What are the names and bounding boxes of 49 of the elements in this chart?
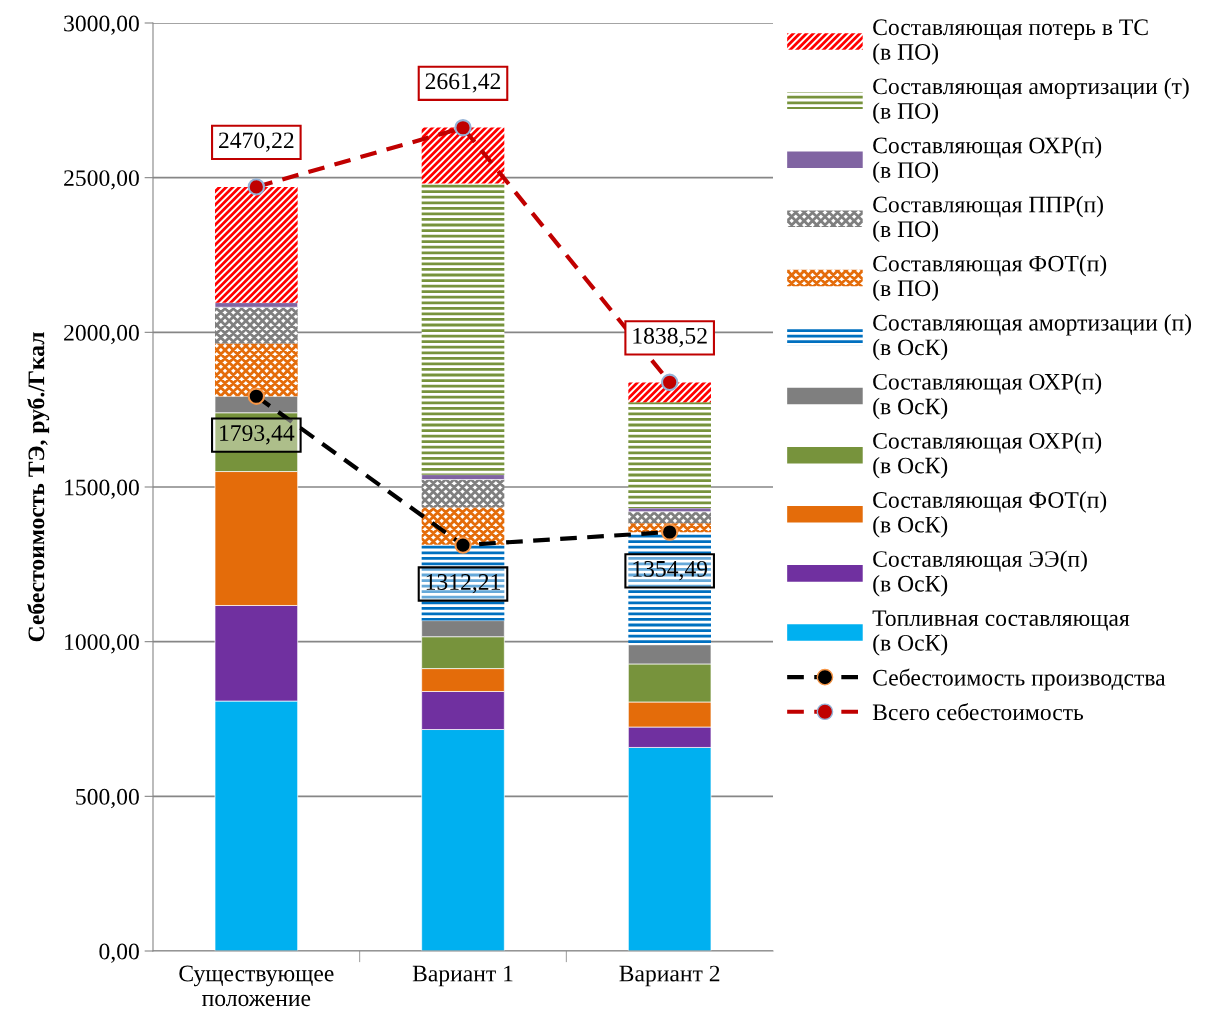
legend-label: Составляющая ФОТ(п) (в ПО) <box>873 254 1107 302</box>
x-tick-label: Вариант 1 <box>412 965 513 987</box>
legend-label: Составляющая ФОТ(п) (в ОсК) <box>873 491 1107 538</box>
bar <box>214 302 299 308</box>
y-tick-label: 3000,00 <box>64 15 139 35</box>
bar <box>421 479 505 508</box>
legend-label: Себестоимость производства <box>873 668 1166 691</box>
bar <box>421 507 505 545</box>
point <box>660 523 679 541</box>
legend-label: Составляющая амортизации (т) (в ПО) <box>873 77 1189 124</box>
bar <box>421 127 505 184</box>
legend-label: Всего себестоимость <box>872 703 1084 721</box>
bar <box>215 343 298 397</box>
x-tick-label: Существующее положение <box>179 965 334 1007</box>
legend-label: Составляющая ЭЭ(п) (в ОсК) <box>873 550 1087 597</box>
data-label: 1838,52 <box>633 327 707 348</box>
point <box>660 373 679 391</box>
y-axis-title: Себестоимость ТЭ, руб./Гкал <box>27 332 50 642</box>
legend-label: Составляющая амортизации (п) (в ОсК) <box>873 314 1192 361</box>
point <box>247 387 266 405</box>
data-label: 2470,22 <box>219 132 294 152</box>
y-tick-label: 500,00 <box>76 788 139 809</box>
legend-label: Составляющая ППР(п) (в ПО) <box>873 195 1103 242</box>
bar <box>421 183 505 475</box>
y-tick-label: 2500,00 <box>64 170 139 190</box>
data-label: 2661,42 <box>425 73 501 93</box>
legend-label: Составляющая потерь в ТС (в ПО) <box>873 19 1148 65</box>
bar <box>421 474 505 480</box>
y-tick-label: 1500,00 <box>65 479 139 499</box>
bar <box>215 307 298 344</box>
bar <box>627 507 712 513</box>
legend-label: Составляющая ОХР(п) (в ОсК) <box>873 373 1102 420</box>
x-tick-label: Вариант 2 <box>619 965 720 987</box>
legend-label: Топливная составляющая (в ОсК) <box>872 610 1130 656</box>
bar <box>628 511 711 524</box>
point <box>454 536 472 554</box>
y-tick-label: 1000,00 <box>65 634 139 654</box>
data-label: 1793,44 <box>220 425 295 445</box>
bar <box>215 186 298 303</box>
legend-label: Составляющая ОХР(п) (в ПО) <box>873 136 1102 183</box>
point <box>454 119 472 137</box>
data-label: 1312,21 <box>426 574 500 594</box>
legend-label: Составляющая ОХР(п) (в ОсК) <box>873 432 1102 479</box>
y-tick-label: 0,00 <box>99 943 139 963</box>
y-tick-label: 2000,00 <box>64 324 139 345</box>
data-label: 1354,49 <box>633 560 708 581</box>
bar <box>628 402 711 509</box>
point <box>247 178 266 196</box>
bar <box>628 382 711 403</box>
